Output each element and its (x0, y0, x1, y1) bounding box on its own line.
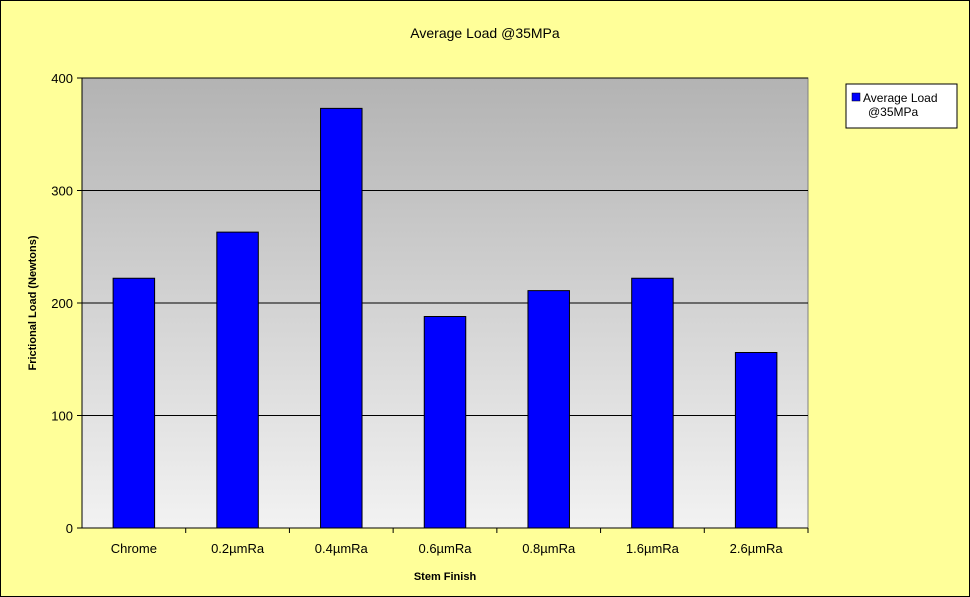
legend-label-line-2: @35MPa (868, 105, 919, 119)
legend-swatch (851, 92, 861, 102)
bar-6 (734, 352, 778, 529)
bar-5 (631, 277, 674, 529)
bar-1 (216, 231, 259, 529)
y-tick-label-0: 0 (66, 521, 73, 536)
x-tick-label-3: 0.6µmRa (418, 541, 472, 556)
bar-2 (320, 107, 363, 529)
x-tick-label-5: 1.6µmRa (626, 541, 680, 556)
legend-box (845, 83, 958, 129)
x-tick-label-1: 0.2µmRa (211, 541, 265, 556)
y-tick-label-300: 300 (51, 184, 73, 199)
x-tick-label-4: 0.8µmRa (522, 541, 576, 556)
y-tick-label-200: 200 (51, 296, 73, 311)
y-axis-title: Frictional Load (Newtons) (27, 235, 39, 370)
axes (77, 77, 809, 533)
x-tick-labels: Chrome 0.2µmRa 0.4µmRa 0.6µmRa 0.8µmRa 1.6µmR… (111, 541, 784, 556)
x-tick-label-6: 2.6µmRa (730, 541, 784, 556)
legend-label-line-1: Average Load (863, 91, 938, 105)
chart-title: Average Load @35MPa (410, 25, 560, 41)
bar-3 (423, 316, 467, 529)
legend: Average Load @35MPa (845, 83, 958, 129)
y-tick-label-400: 400 (51, 71, 73, 86)
x-tick-label-0: Chrome (111, 541, 157, 556)
bar-4 (527, 290, 570, 529)
x-axis-title: Stem Finish (414, 571, 477, 583)
bar-0 (112, 277, 156, 529)
x-tick-label-2: 0.4µmRa (315, 541, 369, 556)
y-tick-labels: 0 100 200 300 400 (51, 71, 73, 536)
y-tick-label-100: 100 (51, 409, 73, 424)
